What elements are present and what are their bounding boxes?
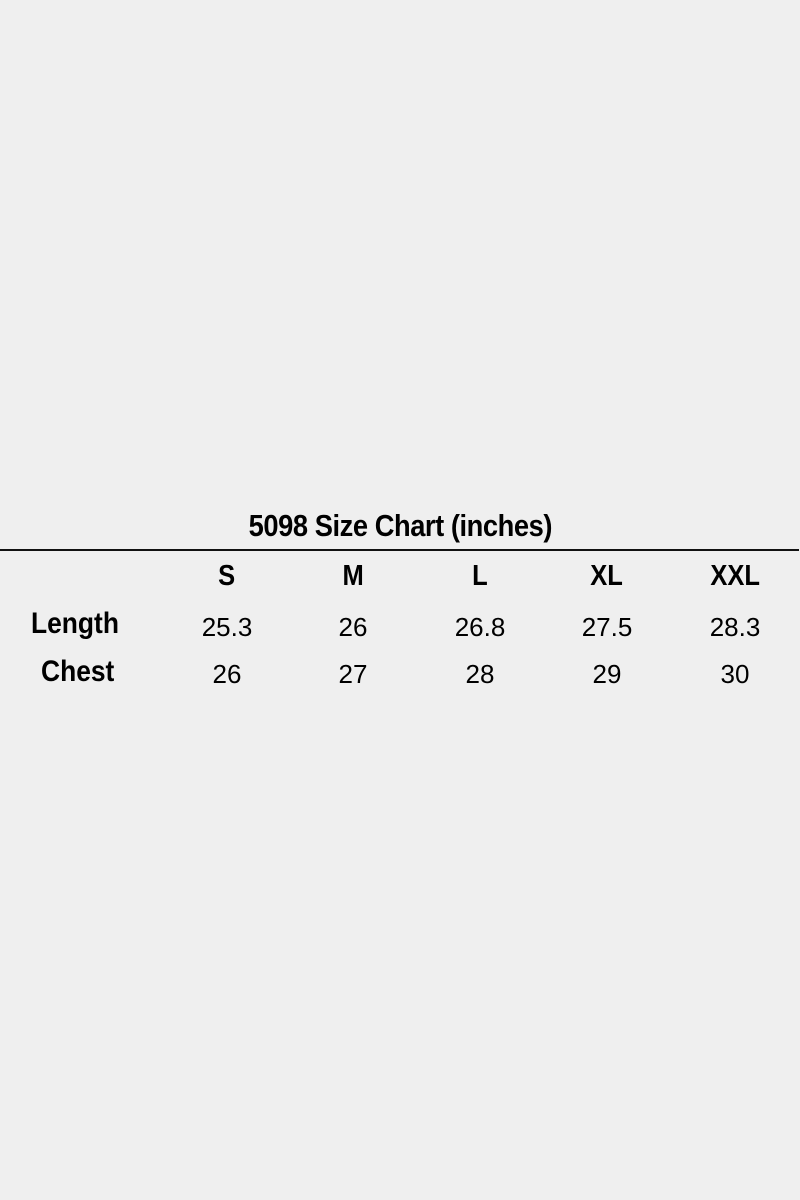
column-header-text: S	[218, 560, 236, 592]
length-xxl: 28.3	[709, 612, 761, 642]
chest-m: 27	[338, 659, 368, 689]
column-header-text: M	[342, 560, 364, 592]
row-label-text: Length	[30, 607, 119, 640]
column-header-text: L	[472, 560, 488, 592]
chest-s: 26	[212, 659, 242, 689]
size-chart-title: 5098 Size Chart (inches)	[0, 508, 800, 544]
header-divider	[0, 549, 799, 551]
chest-xxl: 30	[720, 659, 750, 689]
length-s: 25.3	[201, 612, 253, 642]
column-header-l: L	[420, 560, 540, 593]
length-m: 26	[338, 612, 368, 642]
column-header-text: XXL	[710, 560, 760, 592]
column-header-s: S	[167, 560, 287, 593]
row-label-text: Chest	[41, 655, 115, 688]
title-text: 5098 Size Chart (inches)	[248, 508, 552, 543]
column-header-text: XL	[590, 560, 624, 592]
column-header-xxl: XXL	[675, 560, 795, 593]
chest-l: 28	[465, 659, 495, 689]
chest-xl: 29	[592, 659, 622, 689]
length-xl: 27.5	[581, 612, 633, 642]
length-l: 26.8	[454, 612, 506, 642]
row-label-length: Length	[15, 607, 135, 641]
column-header-m: M	[293, 560, 413, 593]
row-label-chest: Chest	[18, 655, 138, 689]
column-header-xl: XL	[547, 560, 667, 593]
